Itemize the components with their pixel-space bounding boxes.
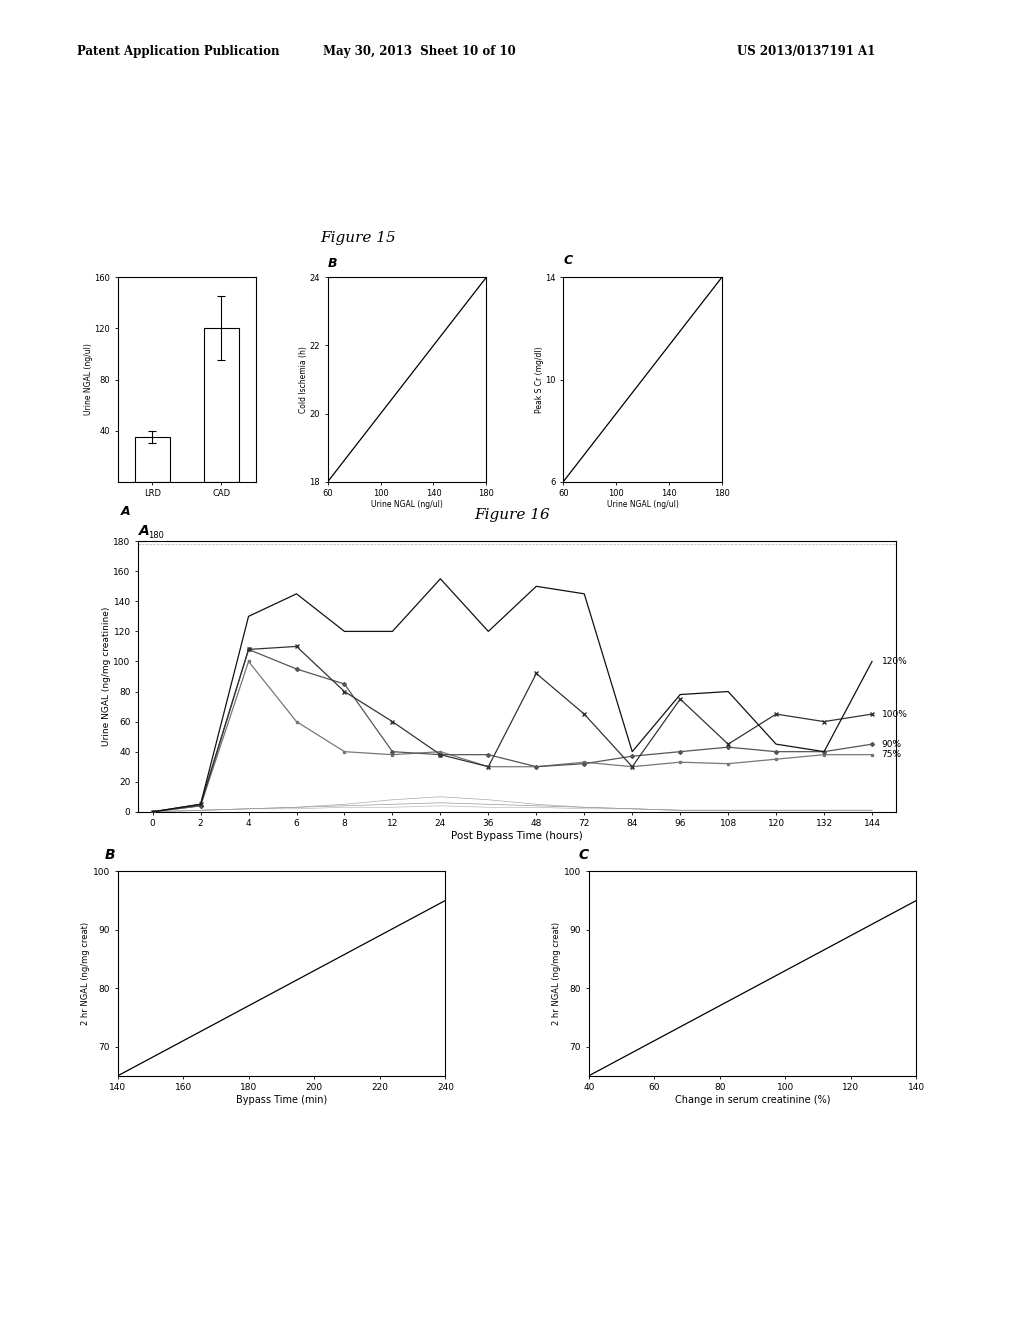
Bar	[204, 329, 239, 482]
Text: B: B	[328, 257, 337, 269]
Y-axis label: Cold Ischemia (h): Cold Ischemia (h)	[299, 346, 308, 413]
Text: Patent Application Publication: Patent Application Publication	[77, 45, 280, 58]
Bar	[135, 437, 170, 482]
X-axis label: Post Bypass Time (hours): Post Bypass Time (hours)	[452, 832, 583, 841]
Text: US 2013/0137191 A1: US 2013/0137191 A1	[737, 45, 876, 58]
X-axis label: Urine NGAL (ng/ul): Urine NGAL (ng/ul)	[371, 500, 443, 508]
Text: A: A	[139, 524, 150, 539]
X-axis label: Bypass Time (min): Bypass Time (min)	[236, 1096, 328, 1105]
Text: 180: 180	[147, 531, 164, 540]
Text: C: C	[563, 255, 572, 267]
Y-axis label: 2 hr NGAL (ng/mg creat): 2 hr NGAL (ng/mg creat)	[81, 921, 90, 1026]
Y-axis label: 2 hr NGAL (ng/mg creat): 2 hr NGAL (ng/mg creat)	[552, 921, 561, 1026]
Y-axis label: Urine NGAL (ng/mg creatinine): Urine NGAL (ng/mg creatinine)	[101, 607, 111, 746]
Y-axis label: Urine NGAL (ng/ul): Urine NGAL (ng/ul)	[84, 343, 93, 416]
X-axis label: Urine NGAL (ng/ul): Urine NGAL (ng/ul)	[606, 500, 679, 508]
X-axis label: Change in serum creatinine (%): Change in serum creatinine (%)	[675, 1096, 830, 1105]
Text: 100%: 100%	[882, 710, 907, 718]
Text: A: A	[121, 504, 131, 517]
Text: 120%: 120%	[882, 657, 907, 667]
Text: C: C	[579, 849, 589, 862]
Text: May 30, 2013  Sheet 10 of 10: May 30, 2013 Sheet 10 of 10	[324, 45, 516, 58]
Text: Figure 16: Figure 16	[474, 508, 550, 523]
Text: 90%: 90%	[882, 739, 902, 748]
Text: 75%: 75%	[882, 750, 902, 759]
Text: Figure 15: Figure 15	[321, 231, 396, 246]
Y-axis label: Peak S Cr (mg/dl): Peak S Cr (mg/dl)	[535, 346, 544, 413]
Text: B: B	[104, 849, 116, 862]
